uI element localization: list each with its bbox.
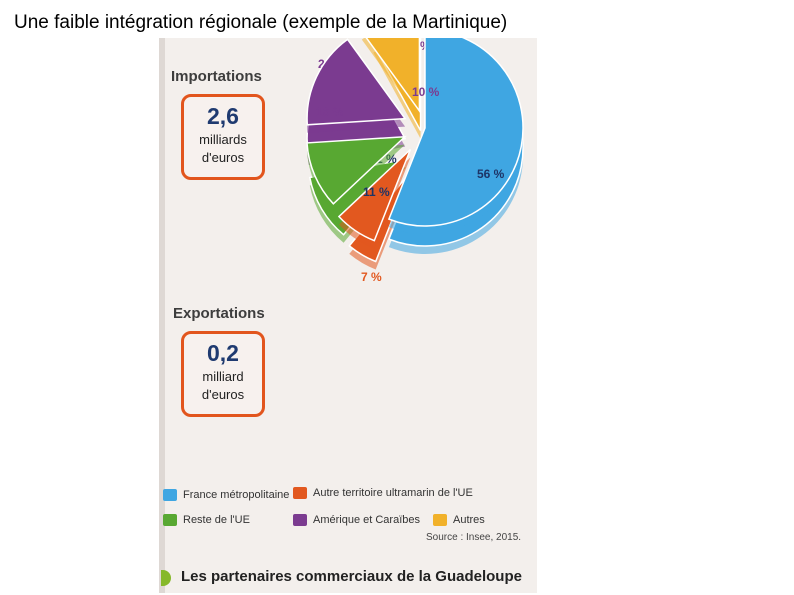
legend-swatch	[433, 514, 447, 526]
legend-label: Amérique et Caraïbes	[313, 514, 420, 526]
legend-item: Reste de l'UE	[163, 512, 250, 528]
caption-text: Les partenaires commerciaux de la Guadel…	[181, 568, 522, 585]
exports-label: Exportations	[173, 305, 265, 322]
legend-item: Autre territoire ultramarin de l'UE	[293, 485, 473, 501]
page-edge	[159, 38, 165, 593]
pie-slice-reste-ue	[306, 135, 407, 205]
pie-slice-france-metropolitaine	[387, 38, 524, 227]
legend-item: Autres	[433, 512, 485, 528]
legend-item: France métropolitaine	[163, 487, 289, 503]
exports-total-unit-line2: d'euros	[201, 387, 245, 402]
legend-label: Autre territoire ultramarin de l'UE	[313, 487, 473, 499]
pie-slice-autre-territoire-ue	[337, 148, 412, 242]
pie-slice-amerique-caraibes	[306, 38, 407, 126]
pie-label-autre-territoire-ue: 7 %	[361, 270, 382, 284]
legend-item: Amérique et Caraïbes	[293, 512, 420, 528]
legend-swatch	[293, 487, 307, 499]
exports-total-unit-line1: milliard	[202, 369, 244, 384]
legend-swatch	[163, 514, 177, 526]
figure-caption: Les partenaires commerciaux de la Guadel…	[159, 562, 537, 593]
imports-total-value: 2,6	[207, 103, 239, 129]
legend-swatch	[163, 489, 177, 501]
imports-label: Importations	[171, 68, 262, 85]
pie-slice-autres	[365, 38, 421, 114]
pie-label-autres: 10 %	[412, 85, 440, 99]
legend-swatch	[293, 514, 307, 526]
slide-title: Une faible intégration régionale (exempl…	[14, 12, 508, 33]
pie-label-france-metropolitaine: 56 %	[477, 167, 505, 181]
pie-label-amerique-caraibes: 16 %	[316, 105, 344, 119]
textbook-figure: Importations 2,6 milliards d'euros 56 %5…	[159, 38, 537, 593]
source-note: Source : Insee, 2015.	[426, 532, 522, 543]
exports-pie-chart: 56 % 7 % 11 % 16 % 10 %	[306, 38, 524, 284]
imports-total-unit-line2: d'euros	[201, 150, 245, 165]
imports-total-unit-line1: milliards	[199, 132, 247, 147]
caption-bullet	[161, 570, 171, 586]
exports-total-box: 0,2 milliard d'euros	[181, 331, 265, 417]
legend-label: Reste de l'UE	[183, 514, 250, 526]
pie-label-reste-ue: 11 %	[363, 185, 390, 199]
imports-total-box: 2,6 milliards d'euros	[181, 94, 265, 180]
chart-legend: France métropolitaine Autre territoire u…	[159, 479, 537, 559]
legend-label: Autres	[453, 514, 485, 526]
legend-label: France métropolitaine	[183, 489, 290, 501]
exports-total-value: 0,2	[207, 340, 239, 366]
